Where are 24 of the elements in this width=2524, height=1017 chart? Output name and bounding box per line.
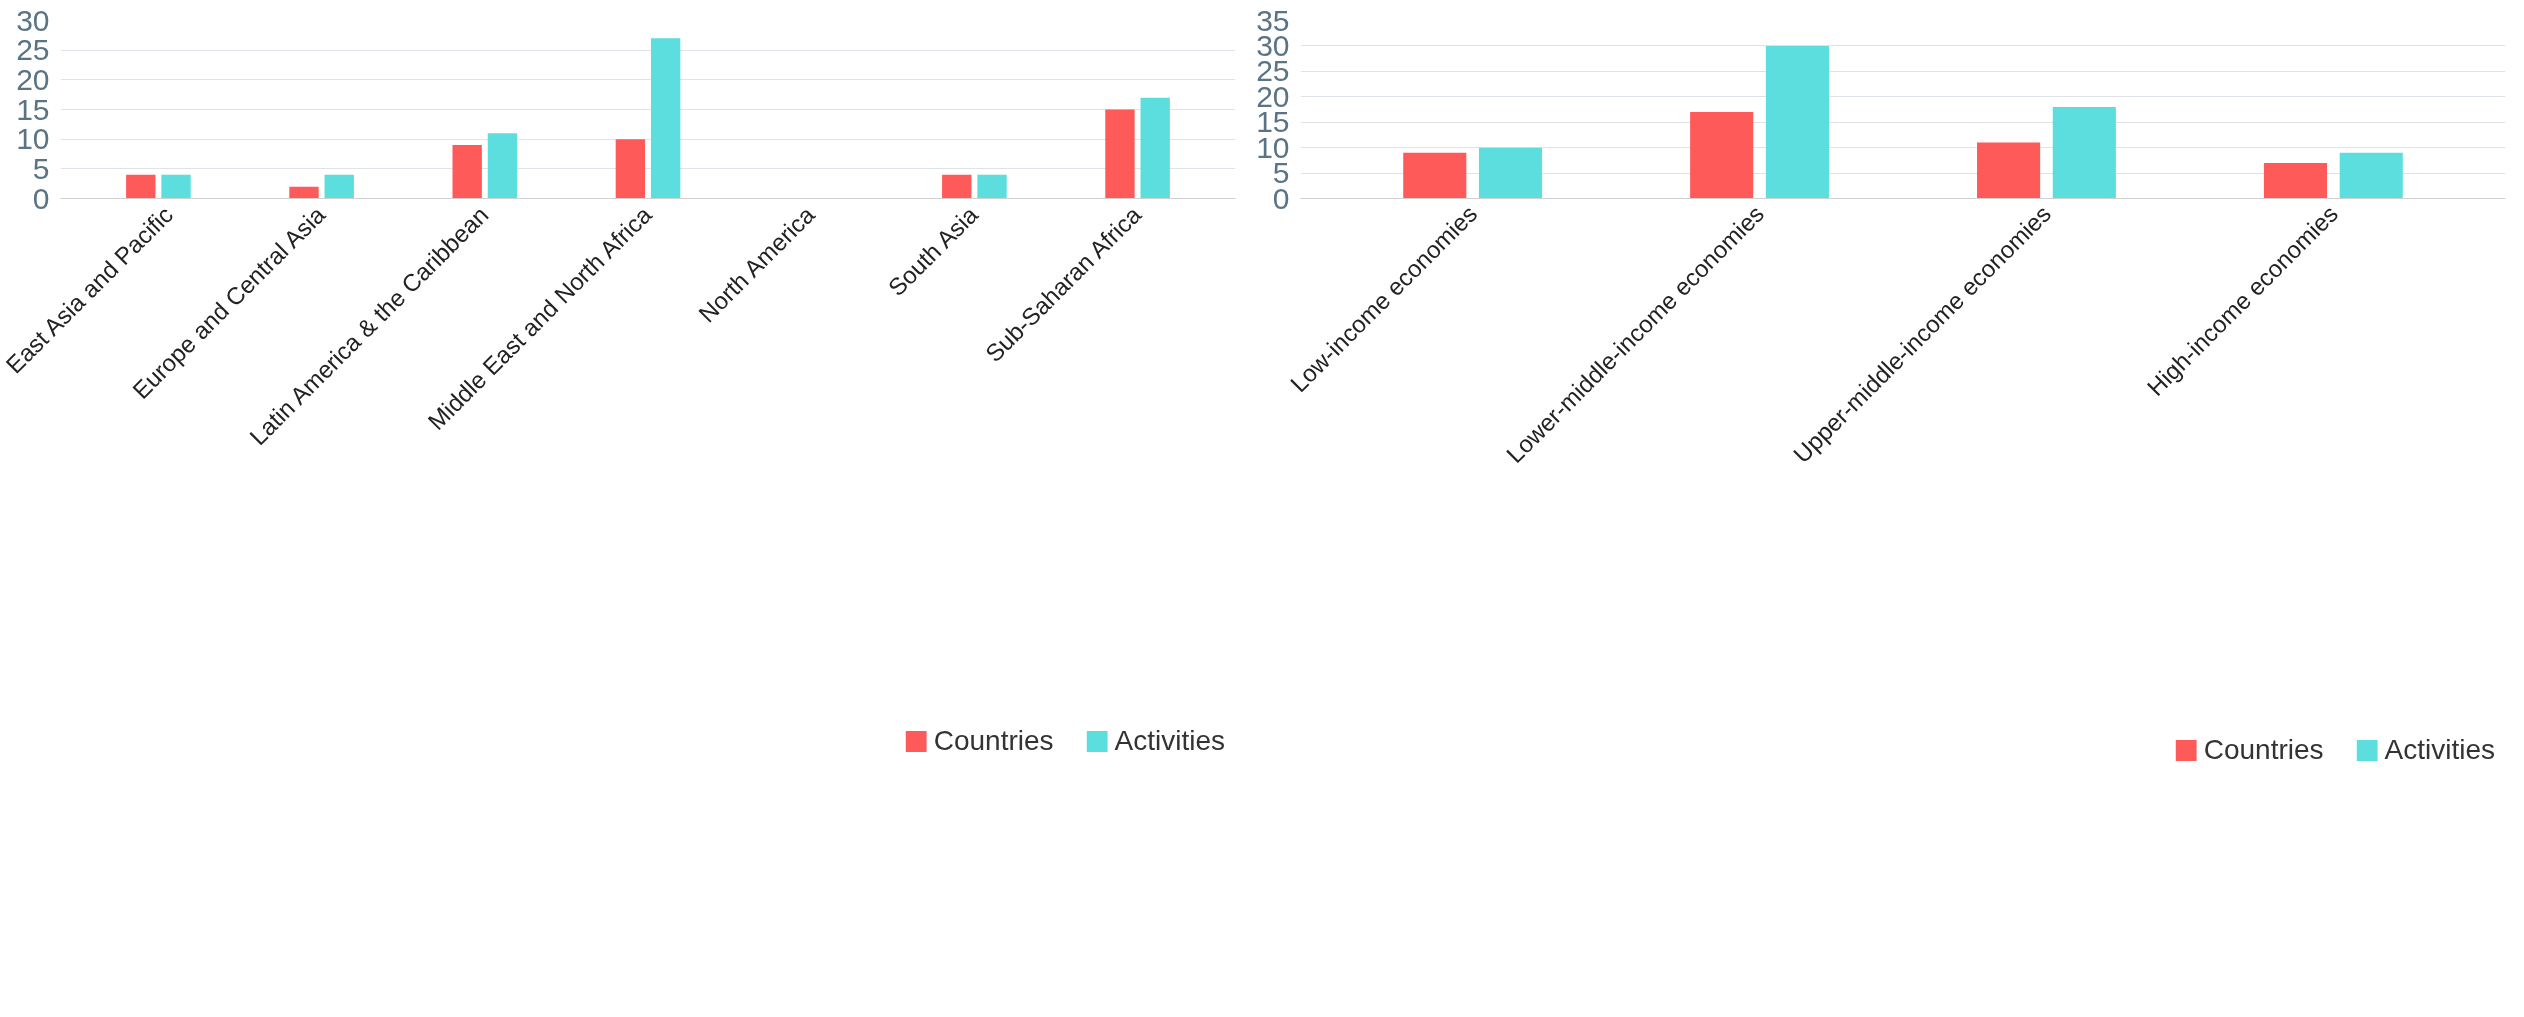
bar: [1690, 112, 1754, 199]
bar: [942, 174, 972, 199]
bar: [1105, 109, 1135, 199]
bar: [324, 174, 354, 199]
bar: [615, 139, 646, 199]
bar: [977, 174, 1007, 199]
bar: [2339, 152, 2403, 199]
bar: [2263, 162, 2328, 199]
bar: [650, 38, 681, 199]
bar: [1140, 97, 1170, 199]
bar: [1765, 45, 1829, 199]
bar: [1403, 152, 1467, 199]
bar: [2052, 106, 2116, 199]
bar: [161, 174, 191, 199]
legend-label: Countries: [933, 725, 1054, 757]
bar: [452, 145, 482, 199]
bar: [1478, 147, 1543, 199]
legend-label: Activities: [1114, 725, 1225, 757]
bar: [126, 174, 156, 199]
bar: [1977, 142, 2041, 199]
legend-label: Activities: [2384, 734, 2495, 766]
legend-label: Countries: [2203, 734, 2324, 766]
bar: [487, 133, 518, 199]
bar: [289, 186, 319, 199]
